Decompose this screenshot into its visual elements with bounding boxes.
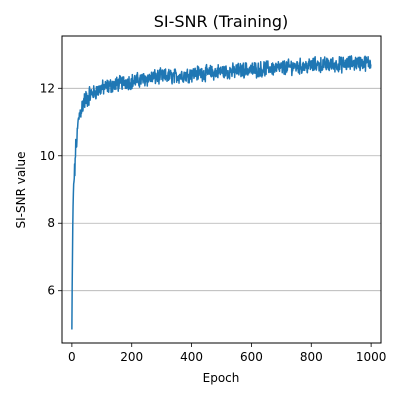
x-tick-label: 800 xyxy=(300,350,323,364)
grid xyxy=(62,87,381,292)
y-tick-label: 10 xyxy=(40,149,55,163)
x-tick-label: 400 xyxy=(180,350,203,364)
y-tick-label: 6 xyxy=(47,284,55,298)
series-group xyxy=(71,55,372,330)
x-tick-label: 200 xyxy=(120,350,143,364)
y-tick-label: 8 xyxy=(47,216,55,230)
x-tick-label: 600 xyxy=(240,350,263,364)
chart-title: SI-SNR (Training) xyxy=(154,12,289,31)
y-axis-ticks: 6 8 10 12 xyxy=(40,81,62,298)
x-axis-label: Epoch xyxy=(203,371,240,385)
y-tick-label: 12 xyxy=(40,81,55,95)
series-line xyxy=(71,55,372,330)
x-tick-label: 1000 xyxy=(356,350,387,364)
y-axis-label: SI-SNR value xyxy=(14,151,28,228)
x-tick-label: 0 xyxy=(68,350,76,364)
x-axis-ticks: 0 200 400 600 800 1000 xyxy=(68,343,386,364)
plot-frame xyxy=(61,35,382,344)
